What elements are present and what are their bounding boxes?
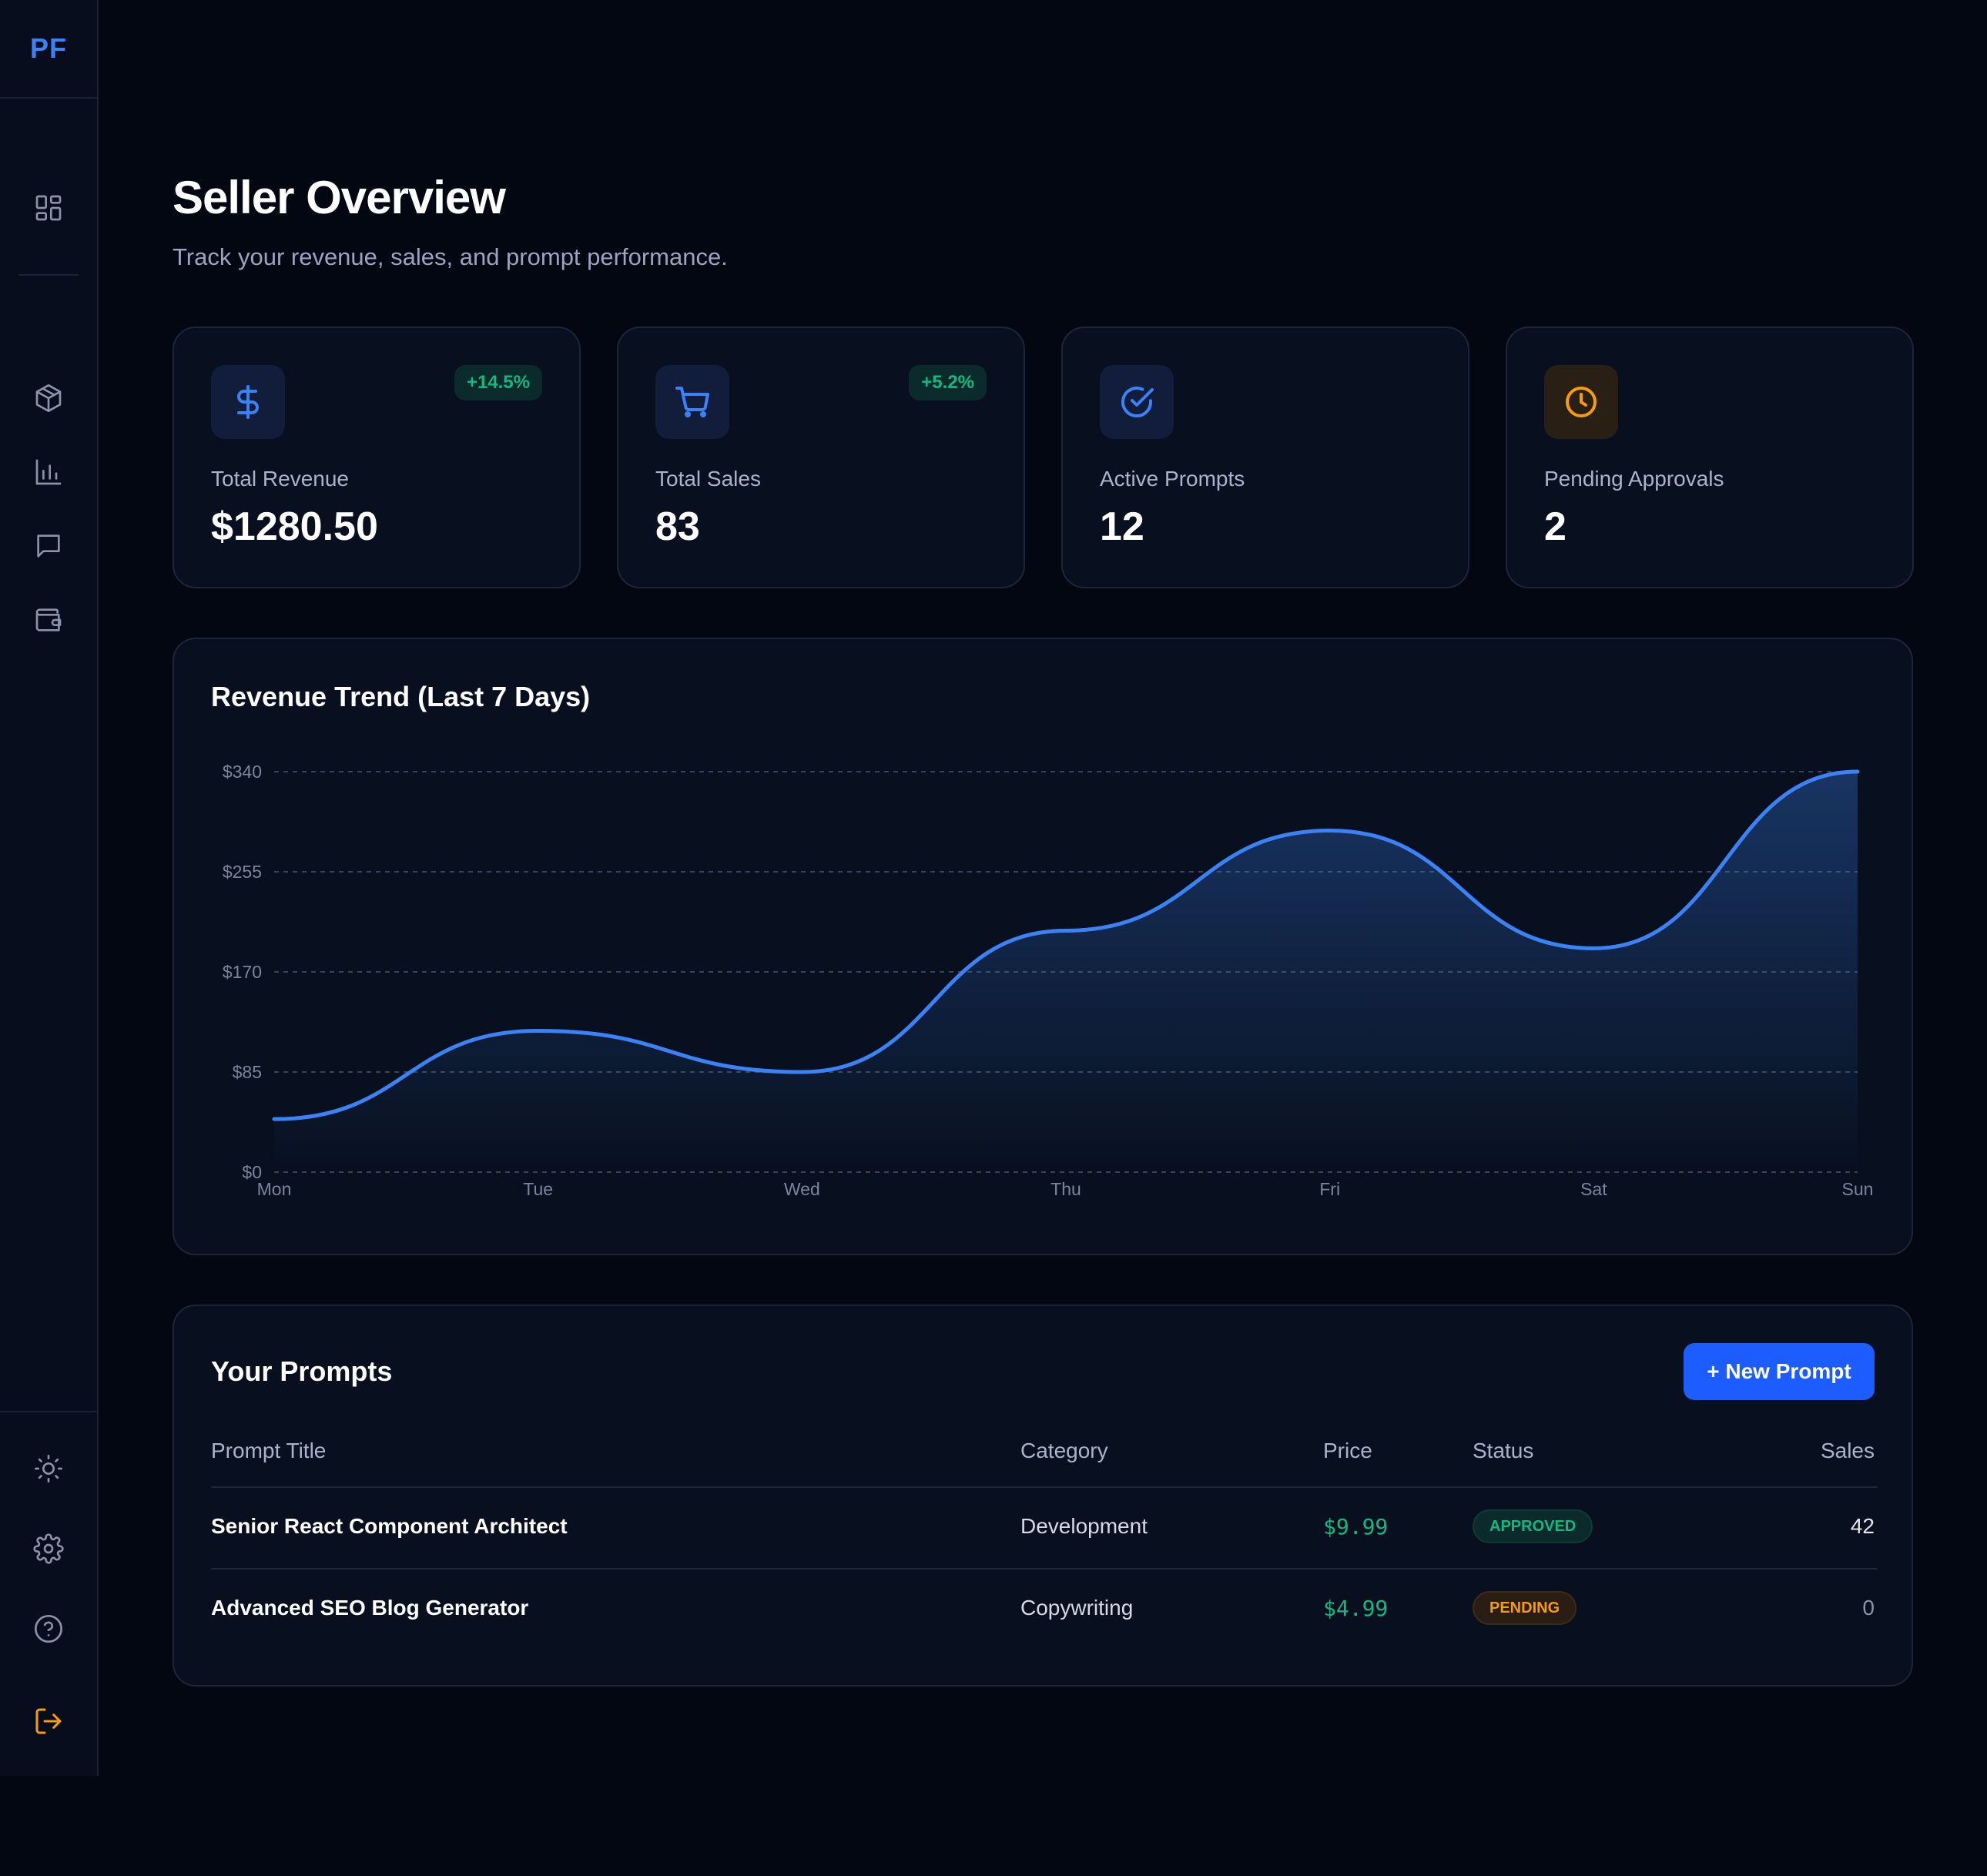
prompt-price: $4.99 (1323, 1596, 1389, 1621)
y-tick-label: $0 (242, 1162, 262, 1182)
x-tick-label: Sat (1580, 1179, 1607, 1199)
page-subtitle: Track your revenue, sales, and prompt pe… (173, 243, 728, 270)
page-title: Seller Overview (173, 172, 506, 223)
stat-card-pending-approvals: Pending Approvals 2 (1506, 327, 1914, 588)
revenue-chart-card: Revenue Trend (Last 7 Days) $0 $85 $170 $25… (173, 638, 1913, 1255)
prompt-category: Development (1020, 1514, 1148, 1538)
column-header-price: Price (1323, 1439, 1372, 1462)
wallet-icon[interactable] (0, 593, 97, 647)
row-divider (211, 1568, 1878, 1569)
stat-label: Total Sales (655, 467, 761, 491)
dollar-icon (211, 365, 285, 439)
y-tick-label: $340 (223, 762, 262, 782)
x-tick-label: Thu (1050, 1179, 1081, 1199)
trend-badge: +14.5% (454, 365, 542, 400)
stat-label: Active Prompts (1100, 467, 1245, 491)
x-tick-label: Wed (784, 1179, 820, 1199)
header-divider (211, 1486, 1878, 1488)
revenue-line (272, 769, 1860, 1121)
sidebar: PF (0, 0, 99, 1776)
stat-value: 12 (1100, 504, 1144, 549)
status-badge: PENDING (1473, 1591, 1577, 1625)
cart-icon (655, 365, 729, 439)
x-tick-label: Fri (1319, 1179, 1340, 1199)
prompt-title[interactable]: Senior React Component Architect (211, 1514, 568, 1538)
prompts-table-card: Your Prompts + New Prompt Prompt Title C… (173, 1305, 1913, 1687)
x-tick-label: Mon (257, 1179, 292, 1199)
check-circle-icon (1100, 365, 1174, 439)
prompt-title[interactable]: Advanced SEO Blog Generator (211, 1596, 529, 1620)
prompt-category: Copywriting (1020, 1596, 1134, 1620)
prompt-price: $9.99 (1323, 1514, 1389, 1539)
stat-value: 83 (655, 504, 700, 549)
chart-title: Revenue Trend (Last 7 Days) (211, 681, 591, 712)
stat-card-sales: +5.2% Total Sales 83 (617, 327, 1025, 588)
column-header-title: Prompt Title (211, 1439, 327, 1462)
dashboard-grid-icon[interactable] (0, 181, 97, 235)
column-header-category: Category (1020, 1439, 1108, 1462)
revenue-area-fill (274, 772, 1858, 1172)
gear-icon[interactable] (0, 1522, 97, 1576)
logout-icon[interactable] (0, 1694, 97, 1748)
sidebar-bottom-divider (0, 1411, 97, 1412)
status-badge: APPROVED (1473, 1509, 1593, 1543)
sun-icon[interactable] (0, 1442, 97, 1496)
prompt-sales: 0 (1862, 1596, 1875, 1620)
table-title: Your Prompts (211, 1355, 393, 1387)
y-tick-label: $85 (233, 1062, 262, 1082)
stat-label: Pending Approvals (1544, 467, 1724, 491)
x-tick-label: Tue (523, 1179, 553, 1199)
trend-badge: +5.2% (909, 365, 987, 400)
message-icon[interactable] (0, 519, 97, 573)
revenue-area-chart: $0 $85 $170 $255 $340 Mon Tue Wed Thu Fri Sat Sun (223, 762, 1874, 1199)
stat-label: Total Revenue (211, 467, 350, 491)
clock-icon (1544, 365, 1618, 439)
column-header-sales: Sales (1820, 1439, 1875, 1462)
stat-value: $1280.50 (211, 504, 378, 549)
x-tick-label: Sun (1842, 1179, 1874, 1199)
package-box-icon[interactable] (0, 371, 97, 425)
stat-card-revenue: +14.5% Total Revenue $1280.50 (173, 327, 581, 588)
y-tick-label: $255 (223, 862, 262, 882)
stat-value: 2 (1544, 504, 1566, 549)
y-tick-label: $170 (223, 962, 262, 982)
prompt-sales: 42 (1850, 1514, 1875, 1538)
stat-card-active-prompts: Active Prompts 12 (1061, 327, 1469, 588)
logo[interactable]: PF (0, 0, 97, 99)
bar-chart-icon[interactable] (0, 445, 97, 499)
new-prompt-button[interactable]: + New Prompt (1684, 1343, 1875, 1400)
column-header-status: Status (1473, 1439, 1534, 1462)
help-circle-icon[interactable] (0, 1602, 97, 1656)
sidebar-divider (18, 274, 79, 276)
